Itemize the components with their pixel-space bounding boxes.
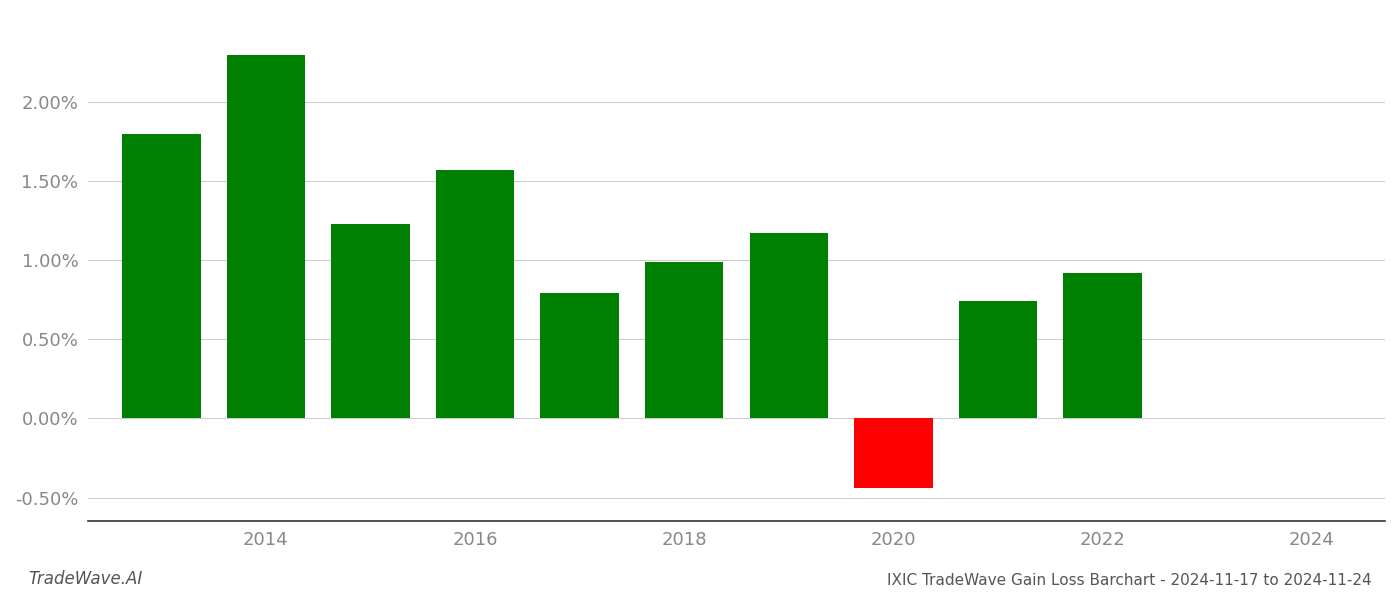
Bar	[332, 224, 410, 418]
Text: IXIC TradeWave Gain Loss Barchart - 2024-11-17 to 2024-11-24: IXIC TradeWave Gain Loss Barchart - 2024…	[888, 573, 1372, 588]
Bar	[435, 170, 514, 418]
Bar	[122, 134, 200, 418]
Text: TradeWave.AI: TradeWave.AI	[28, 570, 143, 588]
Bar	[540, 293, 619, 418]
Bar	[749, 233, 827, 418]
Bar	[854, 418, 932, 488]
Bar	[959, 301, 1037, 418]
Bar	[1064, 273, 1142, 418]
Bar	[227, 55, 305, 418]
Bar	[645, 262, 724, 418]
